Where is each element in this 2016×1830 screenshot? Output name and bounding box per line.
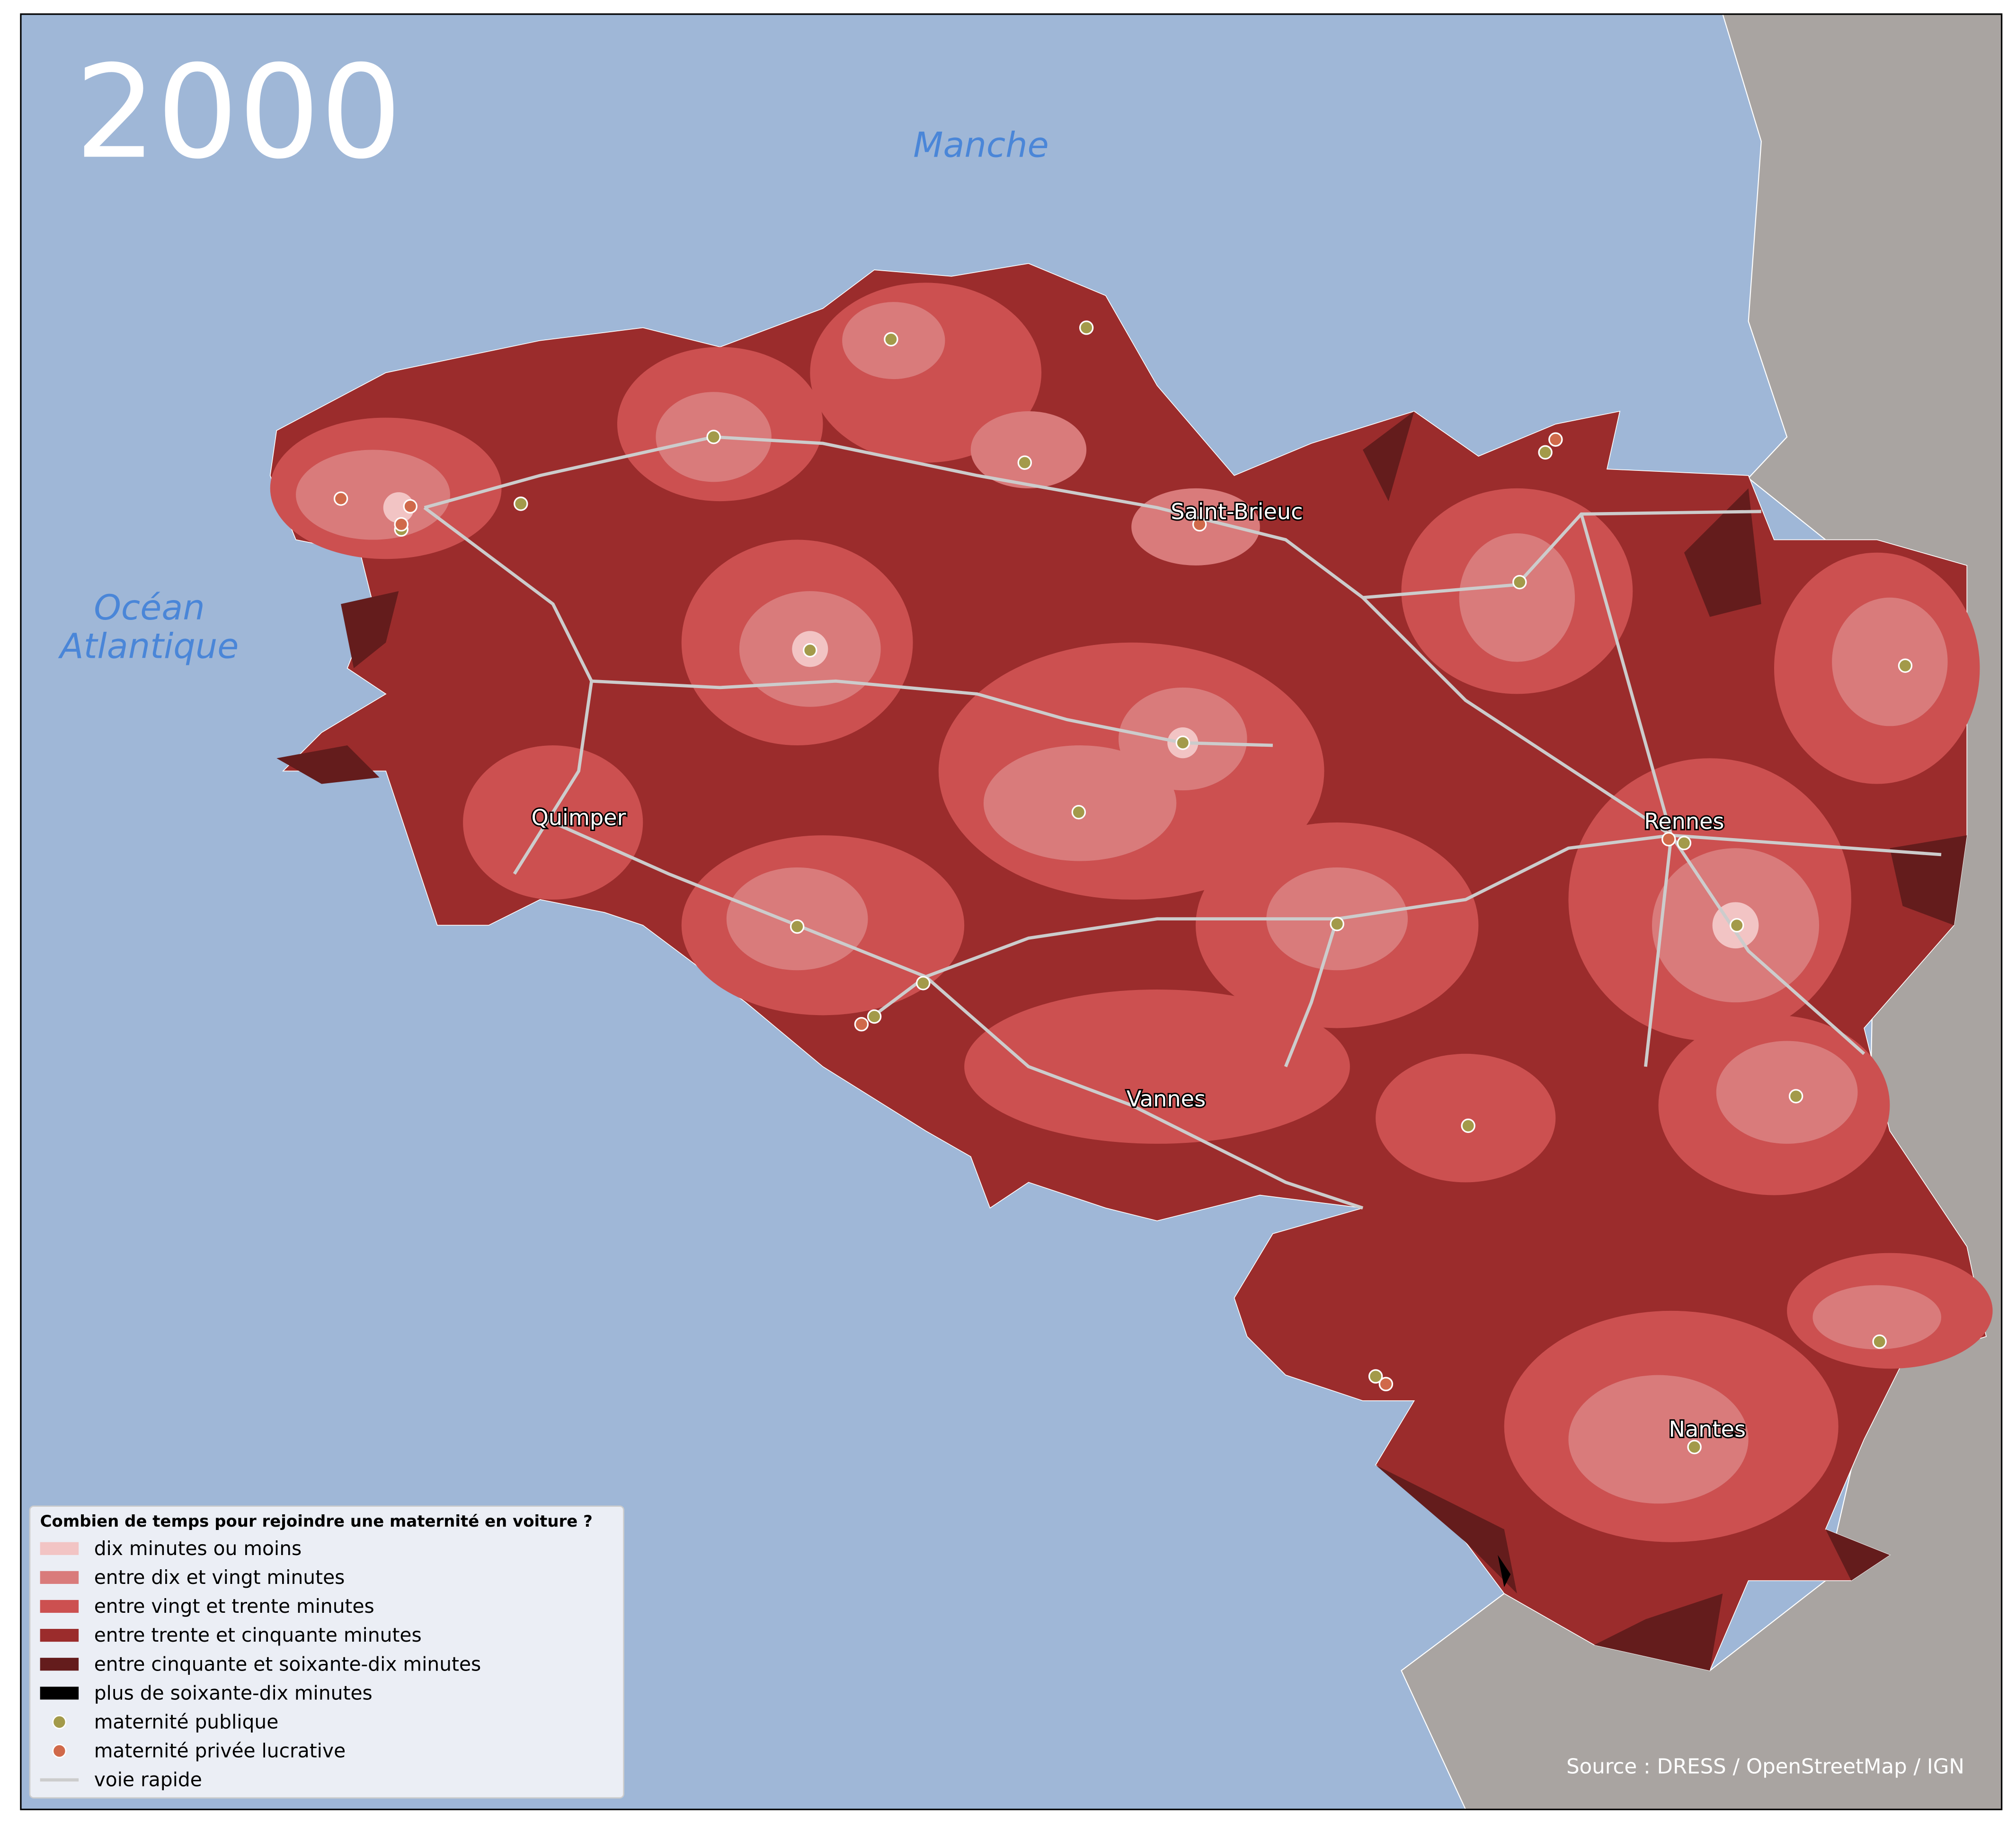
zone-over-70 bbox=[1498, 1555, 1511, 1587]
map-title: 2000 bbox=[75, 38, 402, 187]
maternities bbox=[333, 320, 1913, 1454]
legend-dot bbox=[52, 1744, 67, 1758]
legend-label: voie rapide bbox=[94, 1768, 202, 1791]
legend-label: entre dix et vingt minutes bbox=[94, 1566, 345, 1589]
sea-label: Atlantique bbox=[58, 626, 239, 666]
legend: dix minutes ou moins entre dix et vingt m… bbox=[40, 1537, 481, 1791]
city-label: Saint-Brieuc bbox=[1171, 499, 1303, 524]
legend-swatch bbox=[40, 1687, 79, 1700]
city-label: Quimper bbox=[531, 804, 626, 830]
legend-title: Combien de temps pour rejoindre une mate… bbox=[40, 1512, 593, 1531]
legend-label: entre cinquante et soixante-dix minutes bbox=[94, 1653, 481, 1675]
source: Source : DRESS / OpenStreetMap / IGN bbox=[1566, 1755, 1964, 1779]
legend-swatch bbox=[40, 1629, 79, 1642]
legend-label: maternité publique bbox=[94, 1710, 279, 1733]
frame bbox=[20, 13, 2003, 1811]
legend-box bbox=[29, 1505, 624, 1799]
legend-dot bbox=[52, 1715, 67, 1729]
sea-label: Manche bbox=[913, 125, 1049, 165]
legend-swatch bbox=[40, 1658, 79, 1671]
legend-label: maternité privée lucrative bbox=[94, 1740, 346, 1762]
legend-swatch bbox=[40, 1542, 79, 1555]
legend-swatch bbox=[40, 1571, 79, 1584]
sea-label: Océan bbox=[94, 588, 205, 628]
legend-swatch bbox=[40, 1600, 79, 1613]
roads bbox=[423, 435, 1942, 1210]
legend-label: entre vingt et trente minutes bbox=[94, 1595, 374, 1618]
legend-label: plus de soixante-dix minutes bbox=[94, 1681, 373, 1704]
city-label: Vannes bbox=[1127, 1086, 1206, 1112]
zone-50-70 bbox=[276, 411, 1967, 1671]
city-label: Rennes bbox=[1644, 809, 1724, 834]
legend-label: dix minutes ou moins bbox=[94, 1537, 302, 1560]
city-label: Nantes bbox=[1669, 1416, 1746, 1442]
legend-label: entre trente et cinquante minutes bbox=[94, 1624, 422, 1646]
